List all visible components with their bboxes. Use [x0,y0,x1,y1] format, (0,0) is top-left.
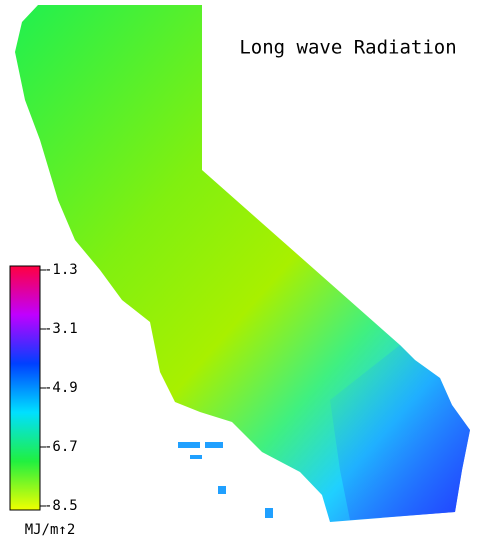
southeast-region [330,345,470,520]
colorbar-bar [9,265,41,511]
colorbar-tick-label: -4.9 [44,380,78,396]
colorbar-tick-label: -6.7 [44,439,78,455]
colorbar-tick-label: -8.5 [44,498,78,514]
colorbar-tick-label: -3.1 [44,321,78,337]
colorbar: -1.3 -3.1 -4.9 -6.7 -8.5 MJ/m↑2 [9,262,78,538]
islands [178,442,273,518]
colorbar-tick-label: -1.3 [44,262,78,278]
colorbar-unit: MJ/m↑2 [25,522,76,538]
map-title: Long wave Radiation [239,37,456,59]
